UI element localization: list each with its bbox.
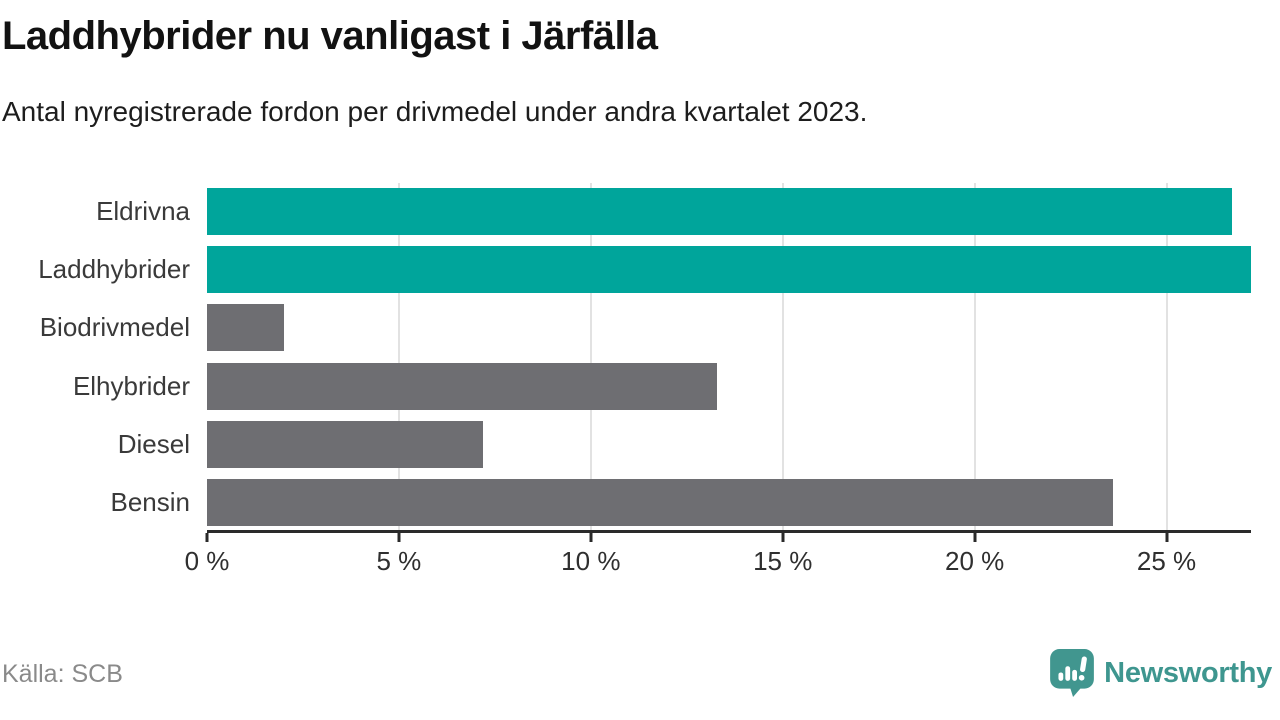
- plot-area: 0 % 5 % 10 % 15 % 20 % 25 %: [185, 183, 1251, 576]
- x-tick-label: 0 %: [184, 546, 230, 576]
- x-tick: [1165, 533, 1169, 542]
- brand-wordmark: Newsworthy: [1104, 656, 1272, 689]
- y-axis-labels: Eldrivna Laddhybrider Biodrivmedel Elhybrid…: [0, 183, 190, 530]
- bar-chart-bubble-icon: [1050, 649, 1095, 697]
- x-tick: [589, 533, 593, 542]
- gridline: [589, 183, 592, 530]
- source-note: Källa: SCB: [2, 660, 123, 688]
- gridline: [781, 183, 784, 530]
- bar-laddhybrider: [207, 246, 1251, 294]
- x-tick-label: 20 %: [945, 546, 1005, 576]
- x-tick: [205, 533, 209, 542]
- x-tick-label: 10 %: [561, 546, 621, 576]
- x-tick: [397, 533, 401, 542]
- bar-bensin: [207, 479, 1113, 526]
- category-label: Elhybrider: [72, 370, 190, 401]
- chart-title: Laddhybrider nu vanligast i Järfälla: [2, 14, 658, 58]
- gridline: [1165, 183, 1168, 530]
- category-label: Bensin: [110, 487, 191, 517]
- category-label: Laddhybrider: [38, 254, 190, 285]
- x-tick: [973, 533, 977, 542]
- newsworthy-logo: Newsworthy: [1049, 648, 1272, 698]
- gridline: [973, 183, 976, 530]
- gridline: [397, 183, 400, 530]
- x-tick-label: 25 %: [1136, 546, 1197, 576]
- chart-subtitle: Antal nyregistrerade fordon per drivmede…: [2, 96, 868, 127]
- bar-diesel: [207, 420, 484, 468]
- category-label: Biodrivmedel: [39, 312, 190, 343]
- category-label: Diesel: [117, 428, 190, 459]
- x-tick-label: 15 %: [753, 546, 813, 576]
- x-tick: [781, 533, 785, 542]
- bar-elhybrider: [207, 362, 718, 410]
- bar-biodrivmedel: [207, 304, 284, 352]
- x-tick-label: 5 %: [376, 546, 422, 576]
- category-label: Eldrivna: [96, 196, 190, 226]
- bar-eldrivna: [207, 188, 1232, 235]
